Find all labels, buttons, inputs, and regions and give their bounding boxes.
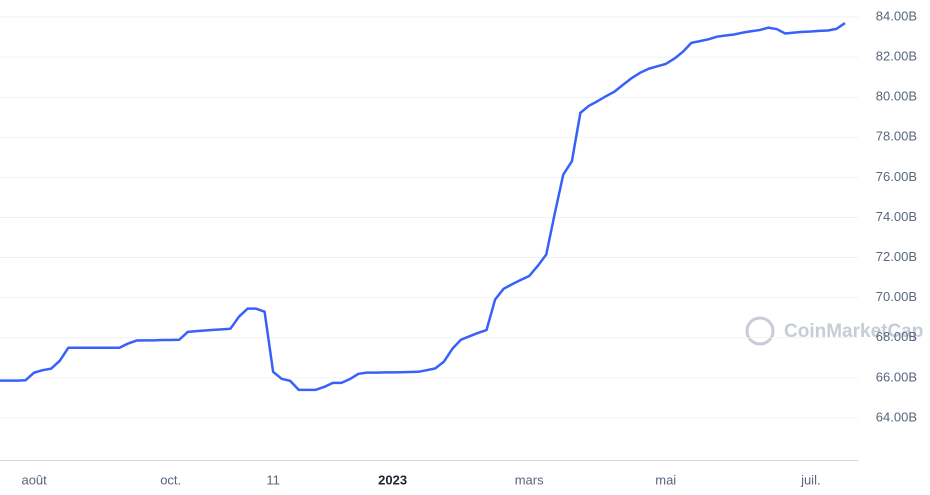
- y-tick-label: 72.00B: [876, 249, 917, 264]
- x-tick-label: mars: [515, 472, 544, 487]
- y-tick-label: 68.00B: [876, 329, 917, 344]
- x-tick-label: mai: [655, 472, 676, 487]
- y-tick-label: 84.00B: [876, 8, 917, 23]
- x-tick-label: oct.: [160, 472, 181, 487]
- x-tick-label: 11: [266, 472, 280, 487]
- y-tick-label: 74.00B: [876, 209, 917, 224]
- price-line: [0, 22, 846, 392]
- watermark-logo: [745, 316, 775, 346]
- y-tick-label: 76.00B: [876, 169, 917, 184]
- x-tick-label: 2023: [378, 472, 407, 487]
- y-tick-label: 70.00B: [876, 289, 917, 304]
- watermark: CoinMarketCap: [745, 316, 923, 346]
- x-tick-label: juil.: [800, 472, 821, 487]
- y-tick-label: 64.00B: [876, 409, 917, 424]
- y-tick-label: 82.00B: [876, 49, 917, 64]
- grid: [0, 16, 858, 419]
- y-tick-label: 78.00B: [876, 129, 917, 144]
- y-tick-label: 66.00B: [876, 369, 917, 384]
- watermark-text: CoinMarketCap: [784, 321, 923, 342]
- y-tick-label: 80.00B: [876, 89, 917, 104]
- x-tick-label: août: [21, 472, 47, 487]
